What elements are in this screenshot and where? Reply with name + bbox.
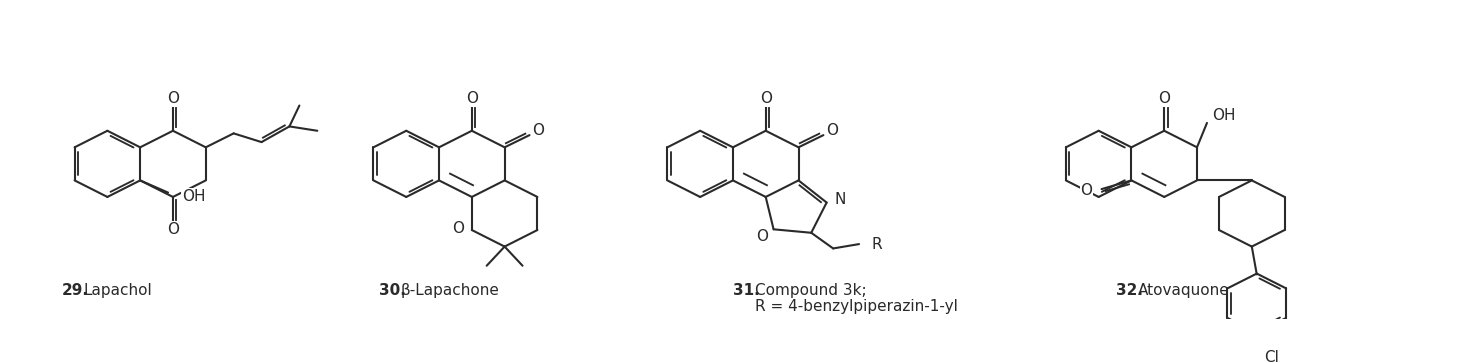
- Text: 31.: 31.: [733, 283, 759, 298]
- Text: N: N: [835, 192, 847, 207]
- Text: O: O: [466, 91, 478, 106]
- Text: O: O: [167, 222, 179, 237]
- Text: O: O: [451, 221, 463, 236]
- Text: β-Lapachone: β-Lapachone: [401, 283, 500, 298]
- Text: OH: OH: [1212, 107, 1236, 123]
- Text: O: O: [533, 123, 545, 138]
- Text: O: O: [167, 91, 179, 106]
- Text: R: R: [872, 237, 882, 252]
- Text: 30.: 30.: [379, 283, 406, 298]
- Text: 29.: 29.: [62, 283, 89, 298]
- Text: Atovaquone: Atovaquone: [1138, 283, 1230, 298]
- Text: OH: OH: [182, 188, 206, 204]
- Text: Cl: Cl: [1264, 350, 1279, 363]
- Text: Lapachol: Lapachol: [84, 283, 152, 298]
- Text: 32.: 32.: [1116, 283, 1143, 298]
- Text: O: O: [759, 91, 771, 106]
- Text: O: O: [1159, 91, 1171, 106]
- Text: O: O: [756, 229, 768, 244]
- Text: R = 4-benzylpiperazin-1-yl: R = 4-benzylpiperazin-1-yl: [755, 299, 958, 314]
- Text: Compound 3k;: Compound 3k;: [755, 283, 866, 298]
- Text: O: O: [826, 123, 838, 138]
- Text: O: O: [1080, 183, 1092, 198]
